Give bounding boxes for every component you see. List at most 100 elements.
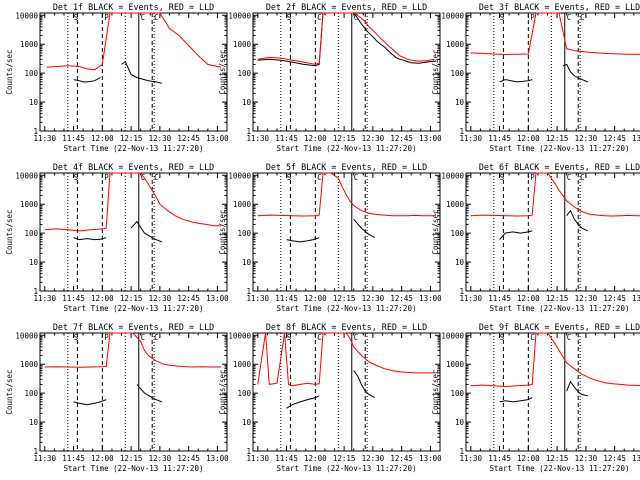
y-tick-label: 100 (24, 389, 38, 398)
x-tick-label: 11:30 (34, 454, 57, 463)
event-marker-letter: S (287, 13, 292, 22)
y-tick-label: 1 (459, 447, 464, 456)
event-marker-letter: C (317, 173, 322, 182)
x-tick-label: 12:15 (333, 294, 356, 303)
series-line (470, 12, 640, 56)
chart-title: Det 4f BLACK = Events, RED = LLD (53, 162, 214, 172)
event-marker-letter: P (104, 13, 109, 22)
x-tick-label: 12:00 (304, 134, 327, 143)
x-tick-label: 11:30 (247, 294, 270, 303)
x-axis-label: Start Time (22-Nov-13 11:27:20) (490, 144, 630, 153)
plot-frame (252, 12, 441, 132)
y-tick-label: 10000 (15, 11, 38, 20)
event-marker-letter: C (317, 333, 322, 342)
x-tick-label: 12:15 (120, 294, 143, 303)
plot-frame (465, 172, 640, 292)
y-tick-label: 10 (242, 258, 252, 267)
y-axis-label: Counts/sec (431, 49, 440, 94)
y-axis-label: Counts/sec (431, 369, 440, 414)
y-tick-label: 1000 (233, 40, 252, 49)
x-tick-label: 12:30 (149, 454, 172, 463)
y-tick-label: 1000 (446, 360, 465, 369)
series-line (44, 332, 222, 368)
series-line (499, 380, 588, 403)
plot-frame (252, 332, 441, 452)
event-marker-letter: S (74, 173, 79, 182)
event-marker-letter: P (104, 333, 109, 342)
x-tick-label: 13:00 (632, 294, 640, 303)
chart-panel-2: Det 2f BLACK = Events, RED = LLD 1 10 100 10… (218, 2, 442, 153)
x-tick-label: 12:45 (390, 134, 413, 143)
x-tick-label: 13:00 (419, 454, 442, 463)
y-axis-label: Counts/sec (218, 209, 227, 254)
event-marker-letter: C (530, 333, 535, 342)
x-tick-label: 11:30 (247, 134, 270, 143)
event-marker-letter: C (154, 13, 159, 22)
series-line (499, 63, 588, 83)
x-tick-label: 12:00 (91, 454, 114, 463)
x-axis-label: Start Time (22-Nov-13 11:27:20) (277, 304, 417, 313)
x-tick-label: 12:45 (177, 294, 200, 303)
chart-panel-8: Det 8f BLACK = Events, RED = LLD 1 10 100 10… (218, 322, 442, 473)
y-tick-label: 100 (237, 69, 251, 78)
series-line (257, 332, 435, 387)
x-tick-label: 12:00 (517, 454, 540, 463)
chart-title: Det 9f BLACK = Events, RED = LLD (479, 322, 640, 332)
y-tick-label: 10000 (441, 11, 464, 20)
x-tick-label: 11:45 (62, 134, 85, 143)
x-tick-label: 12:30 (362, 294, 385, 303)
chart-panel-7: Det 7f BLACK = Events, RED = LLD 1 10 100 10… (5, 322, 229, 473)
x-tick-label: 12:15 (120, 454, 143, 463)
y-axis-label: Counts/sec (218, 49, 227, 94)
event-marker-letter: S (500, 13, 505, 22)
x-tick-label: 12:00 (517, 294, 540, 303)
x-tick-label: 12:30 (575, 134, 598, 143)
x-tick-label: 12:45 (603, 454, 626, 463)
chart-panel-6: Det 6f BLACK = Events, RED = LLD 1 10 100 10… (431, 162, 640, 313)
y-tick-label: 1 (459, 287, 464, 296)
x-tick-label: 12:00 (517, 134, 540, 143)
event-marker-letter: C (567, 333, 572, 342)
y-axis-label: Counts/sec (5, 49, 14, 94)
y-tick-label: 1000 (20, 360, 39, 369)
x-tick-label: 12:45 (390, 454, 413, 463)
x-tick-label: 12:45 (177, 454, 200, 463)
y-tick-label: 100 (450, 69, 464, 78)
chart-panel-9: Det 9f BLACK = Events, RED = LLD 1 10 100 10… (431, 322, 640, 473)
series-line (44, 172, 222, 232)
y-tick-label: 1 (33, 127, 38, 136)
x-tick-label: 12:30 (575, 294, 598, 303)
x-tick-label: 12:15 (546, 134, 569, 143)
event-marker-letter: P (104, 173, 109, 182)
x-tick-label: 11:30 (460, 134, 483, 143)
x-tick-label: 11:45 (275, 134, 298, 143)
series-line (73, 384, 162, 406)
event-marker-letter: C (141, 173, 146, 182)
series-line (257, 172, 435, 217)
x-tick-label: 12:00 (91, 294, 114, 303)
y-tick-label: 100 (237, 389, 251, 398)
y-tick-label: 1000 (20, 40, 39, 49)
y-tick-label: 100 (237, 229, 251, 238)
y-tick-label: 10000 (15, 171, 38, 180)
y-tick-label: 10000 (441, 171, 464, 180)
y-tick-label: 1 (33, 287, 38, 296)
x-tick-label: 12:00 (91, 134, 114, 143)
chart-title: Det 6f BLACK = Events, RED = LLD (479, 162, 640, 172)
x-tick-label: 13:00 (206, 134, 229, 143)
x-tick-label: 11:45 (62, 294, 85, 303)
x-tick-label: 12:15 (546, 454, 569, 463)
x-tick-label: 11:45 (488, 454, 511, 463)
series-line (499, 209, 589, 240)
event-marker-letter: C (141, 333, 146, 342)
chart-panel-5: Det 5f BLACK = Events, RED = LLD 1 10 100 10… (218, 162, 442, 313)
y-tick-label: 1000 (446, 200, 465, 209)
x-tick-label: 12:15 (333, 454, 356, 463)
x-tick-label: 12:15 (120, 134, 143, 143)
event-marker-letter: P (530, 13, 535, 22)
y-tick-label: 10000 (441, 331, 464, 340)
y-tick-label: 10 (242, 418, 252, 427)
y-tick-label: 10 (29, 98, 39, 107)
event-marker-letter: S (500, 333, 505, 342)
x-tick-label: 13:00 (206, 454, 229, 463)
